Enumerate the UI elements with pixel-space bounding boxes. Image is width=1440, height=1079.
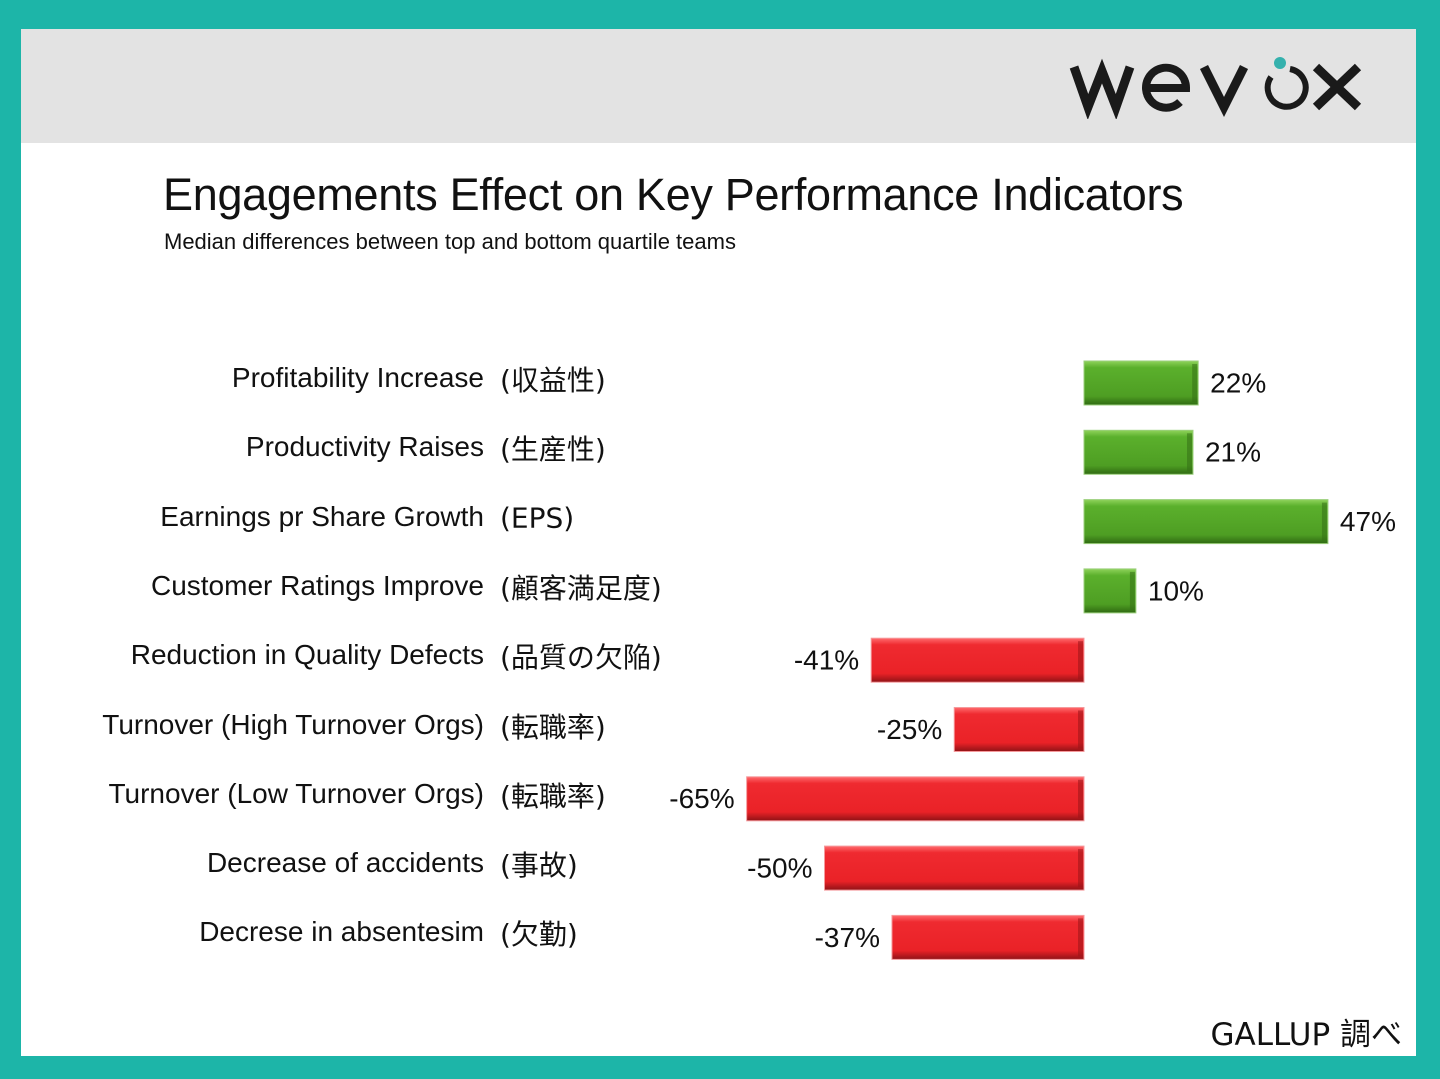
data-label: 10%: [1148, 575, 1204, 606]
bar-negative: -65%: [669, 776, 1085, 822]
bar-rect: [1083, 499, 1329, 545]
category-label: Decrease of accidents: [206, 847, 484, 879]
bar-negative: -37%: [815, 914, 1085, 960]
category-label-jp: (収益性): [500, 364, 606, 397]
bar-bevel: [1078, 918, 1083, 957]
slide: Engagements Effect on Key Performance In…: [21, 29, 1416, 1056]
bar-positive: 22%: [1083, 360, 1266, 406]
wevox-logo: [1069, 57, 1362, 119]
logo-dot-icon: [1274, 57, 1286, 69]
data-label: 47%: [1340, 506, 1396, 537]
bar-rect: [1083, 429, 1194, 475]
logo-letter-e: [1142, 63, 1191, 112]
data-label: -65%: [669, 783, 734, 814]
category-label-jp: (品質の欠陥): [500, 641, 662, 675]
bar-rect: [824, 845, 1085, 891]
category-label-jp: (生産性): [500, 433, 606, 467]
bar-positive: 10%: [1083, 568, 1204, 614]
category-label-jp: (転職率): [500, 779, 606, 813]
bar-chart: 22% 21% 47% 10% -41% -25% -65% -50% -37%: [669, 360, 1396, 960]
category-label: Productivity Raises: [245, 431, 484, 463]
category-label: Earnings pr Share Growth: [160, 500, 484, 532]
bar-bevel: [1078, 710, 1083, 749]
category-label-jp: (EPS): [500, 501, 575, 535]
category-label-jp: (顧客満足度): [500, 571, 662, 605]
category-label-jp: (欠勤): [500, 918, 578, 952]
data-label: -41%: [794, 645, 859, 676]
source-note: GALLUP 調べ: [1210, 1017, 1402, 1053]
chart-subtitle: Median differences between top and botto…: [164, 229, 736, 254]
category-label-jp: (転職率): [500, 710, 606, 744]
category-label: Profitability Increase: [231, 362, 484, 393]
bar-bevel: [1321, 502, 1327, 541]
bar-positive: 21%: [1083, 429, 1261, 475]
bar-negative: -41%: [794, 637, 1085, 683]
bar-bevel: [1078, 641, 1083, 680]
logo-letter-o: [1264, 66, 1309, 110]
data-label: -37%: [815, 922, 880, 953]
bar-rect: [870, 637, 1085, 683]
bar-rect: [891, 914, 1085, 960]
bar-bevel: [1078, 779, 1083, 818]
data-label: -25%: [877, 714, 942, 745]
logo-letter-x: [1312, 63, 1362, 111]
data-label: 21%: [1205, 437, 1261, 468]
category-label: Reduction in Quality Defects: [130, 639, 484, 671]
bar-bevel: [1129, 571, 1135, 610]
category-label: Customer Ratings Improve: [150, 569, 484, 601]
bar-rect: [953, 707, 1085, 752]
bar-rect: [1083, 568, 1137, 614]
category-label: Turnover (Low Turnover Orgs): [108, 777, 484, 809]
bar-bevel: [1186, 433, 1192, 472]
header-band: [21, 29, 1416, 143]
bar-rect: [746, 776, 1085, 822]
data-label: -50%: [747, 852, 812, 883]
data-label: 22%: [1210, 367, 1266, 398]
category-label: Decrese in absentesim: [199, 916, 484, 948]
bar-negative: -25%: [877, 707, 1085, 752]
logo-letter-w: [1069, 58, 1135, 119]
category-label: Turnover (High Turnover Orgs): [102, 708, 484, 740]
bar-rect: [1083, 360, 1199, 406]
bar-negative: -50%: [747, 845, 1085, 891]
bar-bevel: [1078, 849, 1083, 888]
bar-bevel: [1192, 364, 1198, 402]
category-label-jp: (事故): [500, 849, 578, 883]
bar-positive: 47%: [1083, 499, 1396, 545]
chart-title: Engagements Effect on Key Performance In…: [163, 169, 1184, 220]
logo-letter-v: [1199, 64, 1249, 118]
